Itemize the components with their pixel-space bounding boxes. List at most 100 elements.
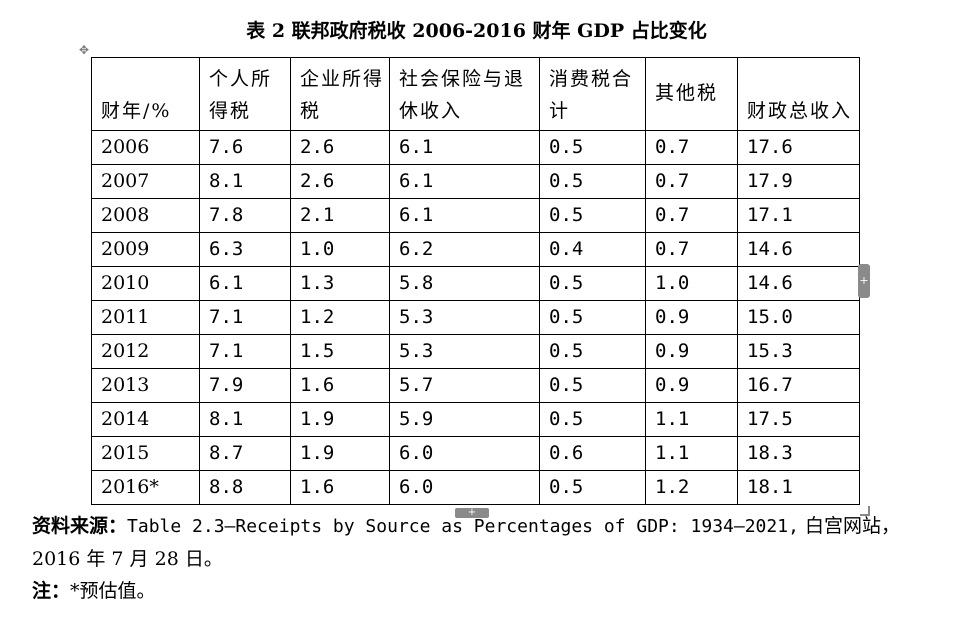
- source-text-en: Table 2.3—Receipts by Source as Percenta…: [127, 516, 799, 537]
- cell-other-tax: 0.7: [645, 232, 738, 267]
- source-note: 资料来源：Table 2.3—Receipts by Source as Per…: [32, 510, 932, 576]
- cell-social-insurance: 6.0: [389, 436, 540, 471]
- header-personal-income-tax: 个人所得税: [199, 57, 291, 131]
- cell-social-insurance: 6.1: [389, 198, 540, 233]
- cell-excise-tax: 0.5: [539, 198, 646, 233]
- cell-social-insurance: 5.3: [389, 334, 540, 369]
- cell-excise-tax: 0.5: [539, 402, 646, 437]
- cell-total-revenue: 18.1: [737, 470, 860, 505]
- cell-social-insurance: 6.0: [389, 470, 540, 505]
- move-arrows-icon[interactable]: ✥: [78, 43, 90, 57]
- cell-fiscal-year: 2013: [91, 368, 200, 403]
- cell-personal-income-tax: 7.9: [199, 368, 291, 403]
- cell-other-tax: 1.2: [645, 470, 738, 505]
- footnote-label: 注：: [32, 580, 71, 602]
- cell-total-revenue: 16.7: [737, 368, 860, 403]
- table-row: 2014 8.1 1.9 5.9 0.5 1.1 17.5: [91, 402, 860, 437]
- footnote: 注：*预估值。: [32, 575, 156, 608]
- cell-social-insurance: 6.1: [389, 164, 540, 199]
- cell-personal-income-tax: 6.1: [199, 266, 291, 301]
- cell-personal-income-tax: 6.3: [199, 232, 291, 267]
- cell-corporate-income-tax: 1.6: [290, 368, 390, 403]
- footnote-text: *预估值。: [70, 580, 156, 602]
- cell-other-tax: 1.1: [645, 436, 738, 471]
- cell-social-insurance: 5.7: [389, 368, 540, 403]
- header-fiscal-year: 财年/%: [91, 57, 200, 131]
- cell-total-revenue: 17.1: [737, 198, 860, 233]
- table-row: 2010 6.1 1.3 5.8 0.5 1.0 14.6: [91, 266, 860, 301]
- cell-other-tax: 0.9: [645, 368, 738, 403]
- header-other-tax: 其他税: [645, 57, 738, 131]
- cell-total-revenue: 18.3: [737, 436, 860, 471]
- cell-other-tax: 0.9: [645, 334, 738, 369]
- add-row-plus-icon[interactable]: +: [455, 508, 489, 518]
- cell-fiscal-year: 2011: [91, 300, 200, 335]
- cell-other-tax: 0.7: [645, 198, 738, 233]
- cell-total-revenue: 15.3: [737, 334, 860, 369]
- table-row: 2007 8.1 2.6 6.1 0.5 0.7 17.9: [91, 164, 860, 199]
- cell-corporate-income-tax: 1.2: [290, 300, 390, 335]
- table-row: 2015 8.7 1.9 6.0 0.6 1.1 18.3: [91, 436, 860, 471]
- cell-personal-income-tax: 7.6: [199, 130, 291, 165]
- cell-other-tax: 0.7: [645, 164, 738, 199]
- cell-total-revenue: 17.5: [737, 402, 860, 437]
- cell-corporate-income-tax: 2.6: [290, 164, 390, 199]
- cell-personal-income-tax: 7.8: [199, 198, 291, 233]
- cell-excise-tax: 0.4: [539, 232, 646, 267]
- cell-fiscal-year: 2016*: [91, 470, 200, 505]
- cell-excise-tax: 0.5: [539, 164, 646, 199]
- cell-excise-tax: 0.5: [539, 334, 646, 369]
- cell-fiscal-year: 2012: [91, 334, 200, 369]
- table-row: 2012 7.1 1.5 5.3 0.5 0.9 15.3: [91, 334, 860, 369]
- cell-excise-tax: 0.5: [539, 300, 646, 335]
- cell-personal-income-tax: 7.1: [199, 300, 291, 335]
- cell-corporate-income-tax: 2.6: [290, 130, 390, 165]
- table-row: 2006 7.6 2.6 6.1 0.5 0.7 17.6: [91, 130, 860, 165]
- resize-corner-icon[interactable]: [860, 506, 870, 516]
- table-header-row: 财年/% 个人所得税 企业所得税 社会保险与退休收入 消费税合计 其他税 财政总…: [91, 57, 860, 131]
- cell-total-revenue: 14.6: [737, 232, 860, 267]
- cell-personal-income-tax: 8.8: [199, 470, 291, 505]
- cell-social-insurance: 5.8: [389, 266, 540, 301]
- cell-corporate-income-tax: 1.3: [290, 266, 390, 301]
- cell-fiscal-year: 2014: [91, 402, 200, 437]
- cell-fiscal-year: 2007: [91, 164, 200, 199]
- cell-fiscal-year: 2009: [91, 232, 200, 267]
- cell-excise-tax: 0.6: [539, 436, 646, 471]
- add-column-plus-icon[interactable]: +: [858, 264, 870, 298]
- cell-corporate-income-tax: 1.6: [290, 470, 390, 505]
- header-total-revenue: 财政总收入: [737, 57, 860, 131]
- header-social-insurance: 社会保险与退休收入: [389, 57, 540, 131]
- cell-excise-tax: 0.5: [539, 368, 646, 403]
- tax-table: 财年/% 个人所得税 企业所得税 社会保险与退休收入 消费税合计 其他税 财政总…: [91, 57, 860, 505]
- table-row: 2009 6.3 1.0 6.2 0.4 0.7 14.6: [91, 232, 860, 267]
- cell-fiscal-year: 2010: [91, 266, 200, 301]
- table-row: 2016* 8.8 1.6 6.0 0.5 1.2 18.1: [91, 470, 860, 505]
- cell-other-tax: 1.1: [645, 402, 738, 437]
- cell-corporate-income-tax: 1.9: [290, 402, 390, 437]
- cell-total-revenue: 15.0: [737, 300, 860, 335]
- table-row: 2011 7.1 1.2 5.3 0.5 0.9 15.0: [91, 300, 860, 335]
- cell-corporate-income-tax: 1.5: [290, 334, 390, 369]
- cell-excise-tax: 0.5: [539, 470, 646, 505]
- cell-social-insurance: 6.2: [389, 232, 540, 267]
- cell-total-revenue: 14.6: [737, 266, 860, 301]
- source-label: 资料来源：: [32, 515, 128, 537]
- cell-excise-tax: 0.5: [539, 266, 646, 301]
- cell-fiscal-year: 2006: [91, 130, 200, 165]
- cell-other-tax: 0.9: [645, 300, 738, 335]
- cell-personal-income-tax: 8.1: [199, 164, 291, 199]
- cell-personal-income-tax: 8.7: [199, 436, 291, 471]
- source-text-cn: 白宫网站，2016 年 7 月 28 日。: [32, 515, 900, 570]
- cell-corporate-income-tax: 1.0: [290, 232, 390, 267]
- cell-social-insurance: 6.1: [389, 130, 540, 165]
- cell-fiscal-year: 2015: [91, 436, 200, 471]
- table-row: 2013 7.9 1.6 5.7 0.5 0.9 16.7: [91, 368, 860, 403]
- cell-other-tax: 1.0: [645, 266, 738, 301]
- cell-corporate-income-tax: 2.1: [290, 198, 390, 233]
- cell-social-insurance: 5.9: [389, 402, 540, 437]
- cell-corporate-income-tax: 1.9: [290, 436, 390, 471]
- header-corporate-income-tax: 企业所得税: [290, 57, 390, 131]
- cell-excise-tax: 0.5: [539, 130, 646, 165]
- cell-total-revenue: 17.6: [737, 130, 860, 165]
